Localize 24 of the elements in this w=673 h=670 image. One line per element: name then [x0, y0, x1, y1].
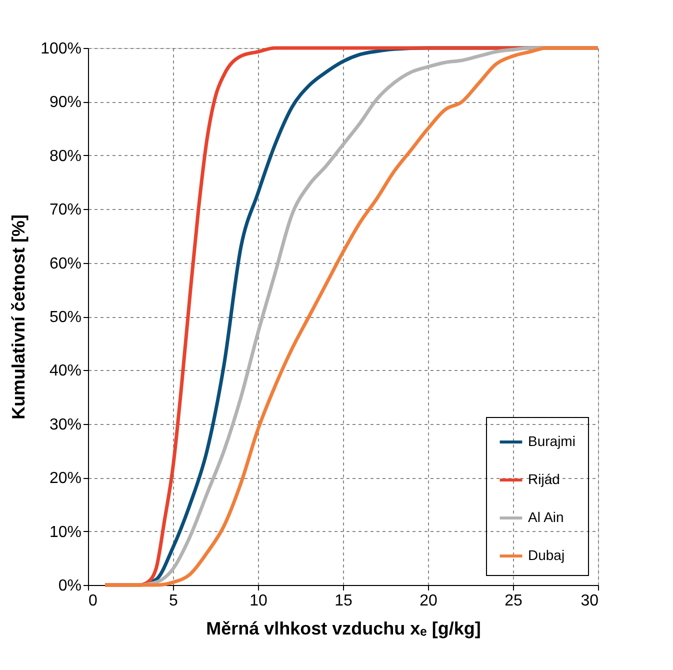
y-tick-label: 60% — [49, 255, 82, 272]
y-tick-label: 10% — [49, 524, 82, 541]
x-tick-label: 5 — [169, 592, 178, 610]
y-tick-label: 40% — [49, 362, 82, 380]
y-tick-label: 70% — [49, 202, 82, 219]
legend-label: Rijád — [528, 471, 560, 487]
x-tick-label: 0 — [88, 592, 98, 610]
y-tick-label: 100% — [40, 40, 82, 58]
y-tick-label: 90% — [49, 94, 82, 112]
y-tick-label: 50% — [49, 309, 82, 326]
y-tick-label: 80% — [49, 148, 82, 165]
y-tick-label: 30% — [49, 416, 82, 434]
x-tick-label: 10 — [250, 592, 268, 610]
x-tick-label: 20 — [420, 592, 438, 610]
x-axis-title: Měrná vlhkost vzduchu xₑ [g/kg] — [206, 618, 481, 638]
legend-label: Dubaj — [528, 547, 565, 563]
legend-label: Al Ain — [528, 509, 564, 525]
y-tick-label: 0% — [58, 578, 82, 594]
x-tick-label: 15 — [334, 592, 352, 610]
x-tick-label: 25 — [504, 592, 522, 610]
x-tick-label: 30 — [580, 592, 599, 610]
y-axis-title: Kumulativní četnost [%] — [8, 214, 29, 420]
legend-label: Burajmi — [528, 433, 576, 449]
y-tick-label: 20% — [49, 470, 82, 488]
